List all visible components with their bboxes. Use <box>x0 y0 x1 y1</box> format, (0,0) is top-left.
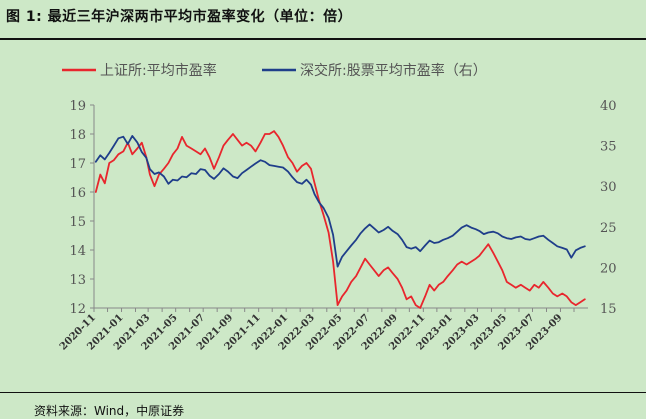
axes: 12131415161718191520253035402020-112021-… <box>58 99 617 353</box>
y-left-tick-label: 18 <box>69 128 86 143</box>
y-left-tick-label: 12 <box>69 302 86 317</box>
legend-label-szse: 深交所:股票平均市盈率（右） <box>300 62 487 79</box>
y-right-tick-label: 30 <box>600 180 617 195</box>
legend-label-sse: 上证所:平均市盈率 <box>100 62 217 79</box>
y-left-tick-label: 19 <box>69 99 86 114</box>
source-note: 资料来源：Wind，中原证券 <box>34 404 185 418</box>
y-left-tick-label: 13 <box>69 273 86 288</box>
series-line-szse <box>94 135 586 268</box>
y-right-tick-label: 40 <box>600 99 617 114</box>
figure-title: 图 1: 最近三年沪深两市平均市盈率变化（单位：倍） <box>6 9 353 25</box>
y-left-tick-label: 14 <box>69 244 86 259</box>
top-rule <box>0 38 646 40</box>
bottom-rule <box>0 392 646 393</box>
y-right-tick-label: 25 <box>600 221 617 236</box>
plot-lines <box>94 130 586 309</box>
y-left-tick-label: 17 <box>69 157 86 172</box>
y-right-tick-label: 20 <box>600 261 617 276</box>
series-line-sse <box>94 130 586 309</box>
pe-ratio-chart: 上证所:平均市盈率 深交所:股票平均市盈率（右） 12 13 14 15 16 17 18 1… <box>58 62 617 353</box>
y-right-tick-label: 35 <box>600 140 617 155</box>
legend: 上证所:平均市盈率 深交所:股票平均市盈率（右） <box>62 62 487 79</box>
y-right-tick-label: 15 <box>600 302 617 317</box>
y-left-tick-label: 15 <box>69 215 86 230</box>
y-left-tick-label: 16 <box>69 186 86 201</box>
